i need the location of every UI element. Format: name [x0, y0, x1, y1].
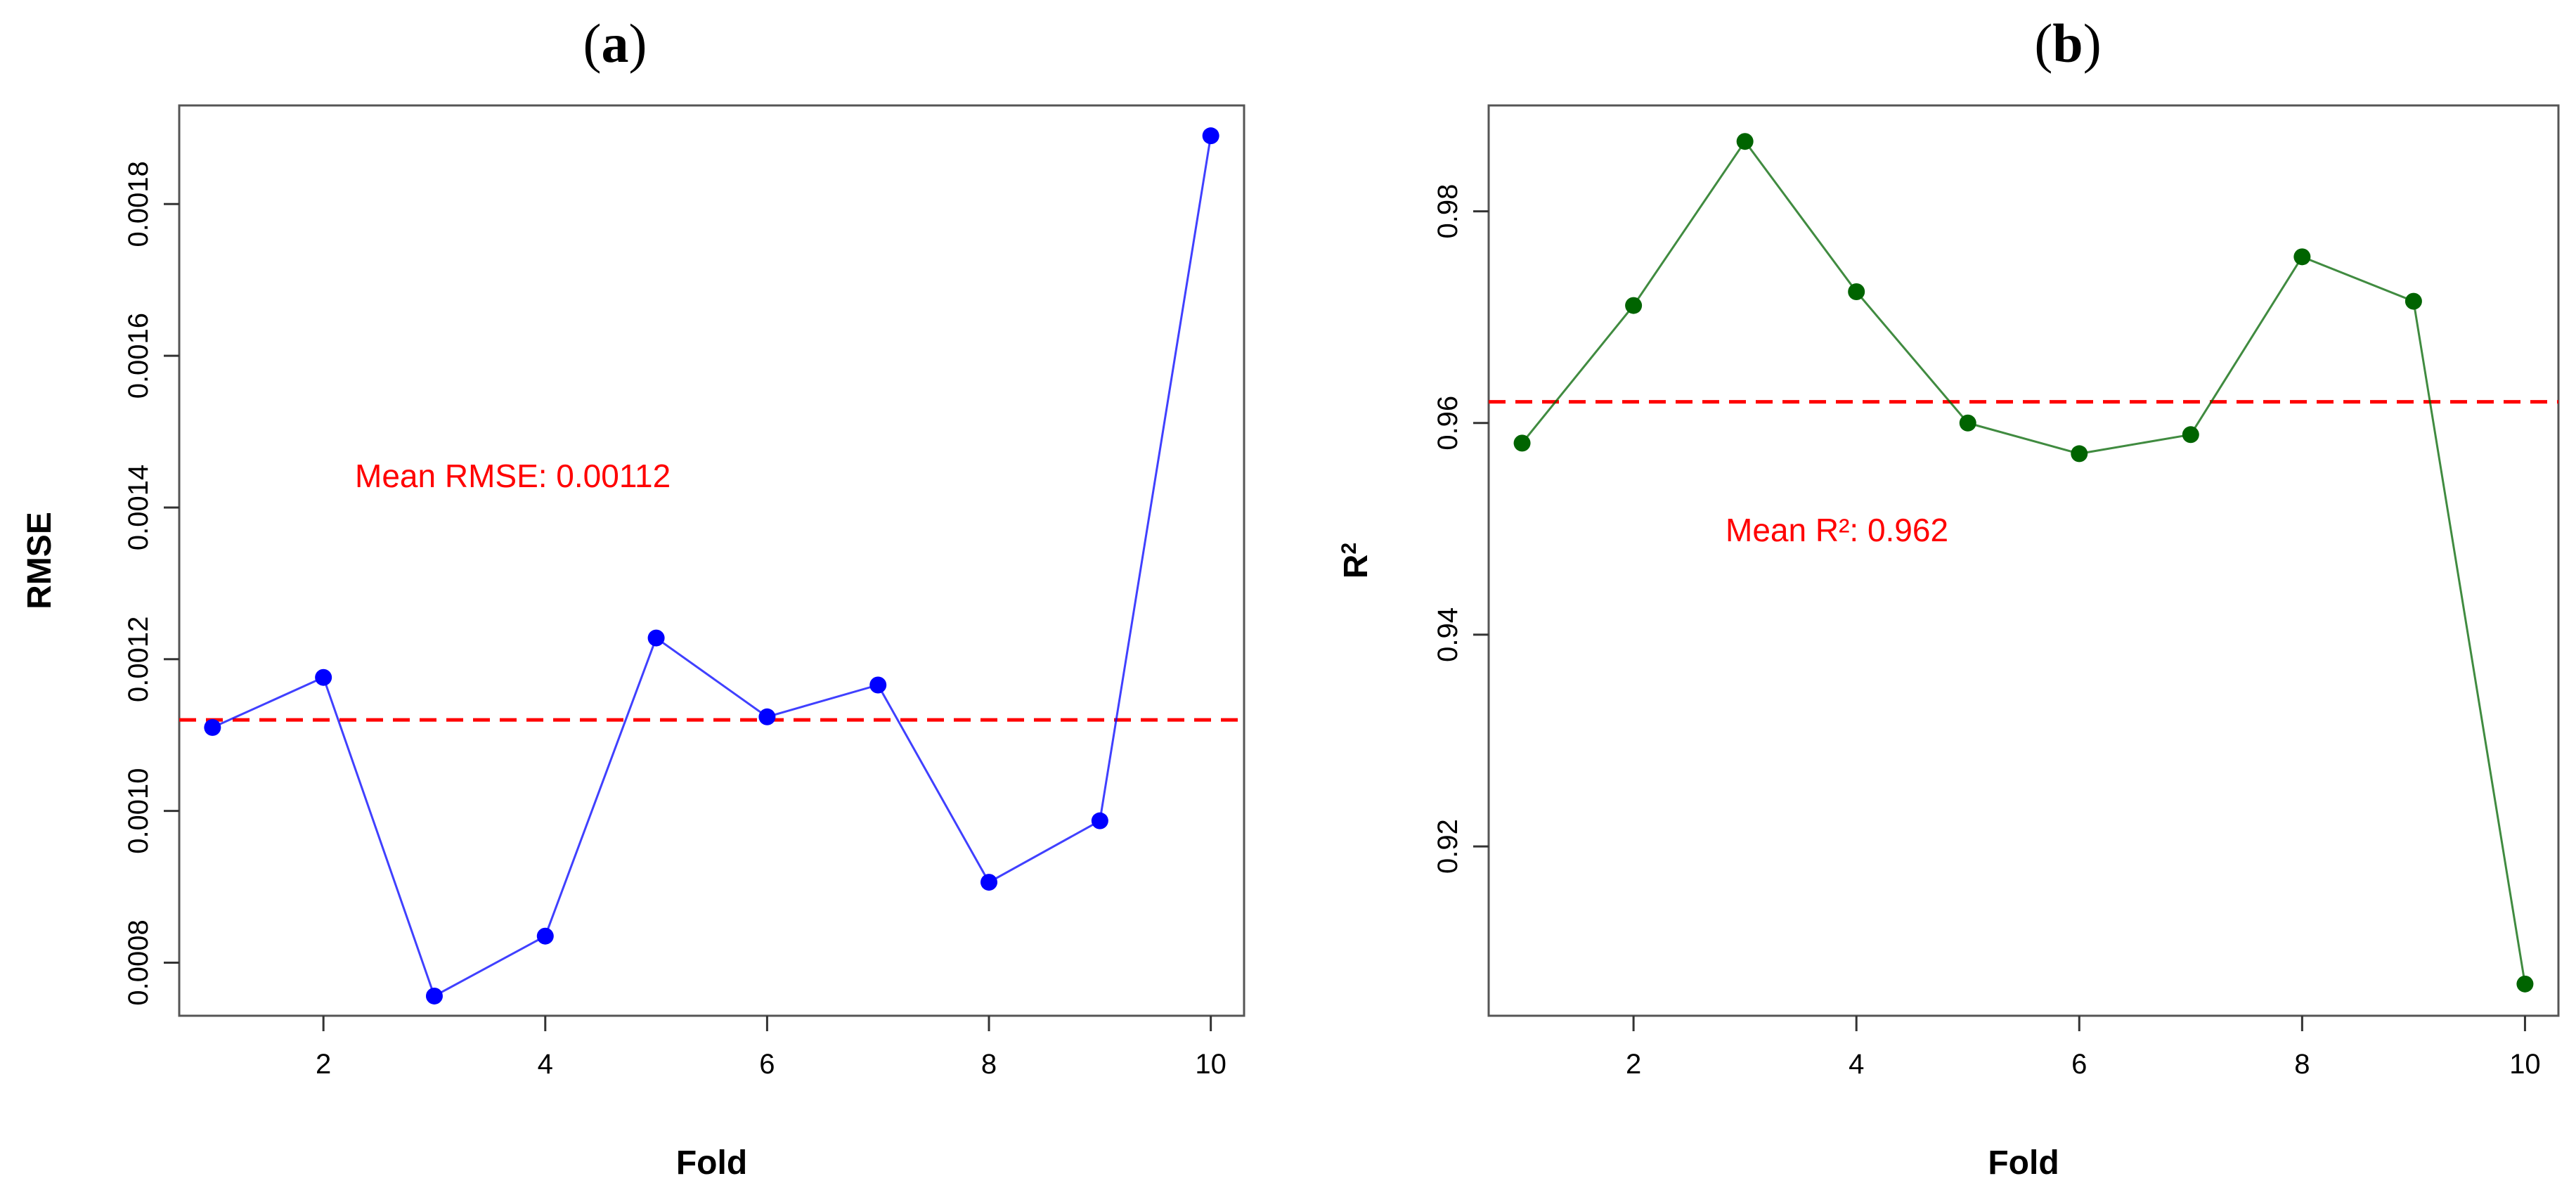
chart-panel-b: (b) 2 4 6 8 10 0.92 0.94 0.96 0.98 Fold R2 Mean R²: … — [1338, 13, 2560, 1182]
y-tick-label: 0.96 — [1432, 396, 1463, 451]
y-tick-label: 0.0016 — [123, 313, 154, 399]
y-axis-title-superscript: 2 — [1338, 543, 1361, 555]
y-tick-label: 0.0008 — [123, 919, 154, 1005]
y-tick-label: 0.0018 — [123, 161, 154, 247]
data-point — [204, 718, 221, 736]
data-point — [315, 668, 332, 686]
series-line — [1521, 139, 2526, 985]
x-axis-title: Fold — [1988, 1144, 2059, 1182]
y-tick-label: 0.0014 — [123, 465, 154, 550]
y-tick-label: 0.94 — [1432, 607, 1463, 662]
plot-frame — [1487, 104, 2560, 1017]
data-point — [2071, 445, 2088, 463]
chart-panel-a: (a) 2 4 6 8 10 0.0008 0.0010 0.0012 0.0014 0.0016 0… — [21, 13, 1245, 1182]
x-tick-label: 6 — [2071, 1049, 2087, 1080]
data-point — [536, 927, 554, 945]
y-axis-title: R2 — [1338, 543, 1376, 579]
data-point — [425, 987, 443, 1005]
x-tick-label: 10 — [1195, 1049, 1226, 1080]
data-point — [1202, 127, 1219, 145]
plot-frame — [178, 104, 1245, 1017]
data-point — [1091, 812, 1108, 829]
panel-letter: b — [2052, 13, 2083, 74]
x-tick-label: 8 — [981, 1049, 997, 1080]
panel-label: (a) — [583, 13, 647, 74]
y-tick-label: 0.98 — [1432, 184, 1463, 239]
mean-annotation: Mean RMSE: 0.00112 — [355, 458, 671, 494]
x-axis-title: Fold — [676, 1144, 747, 1182]
x-tick-label: 6 — [759, 1049, 775, 1080]
data-point — [980, 874, 998, 891]
data-point — [2182, 426, 2199, 444]
y-tick-label: 0.0012 — [123, 616, 154, 702]
data-point — [2516, 975, 2534, 993]
data-point — [1848, 283, 1865, 301]
data-point — [2293, 248, 2311, 266]
mean-annotation: Mean R²: 0.962 — [1726, 512, 1948, 548]
x-tick-label: 2 — [316, 1049, 331, 1080]
data-point — [758, 708, 776, 725]
data-point — [647, 629, 665, 647]
data-point — [1625, 297, 1643, 314]
data-point — [1959, 414, 1976, 432]
data-point — [1513, 434, 1531, 452]
x-tick-label: 4 — [1849, 1049, 1864, 1080]
series-line — [212, 135, 1212, 998]
x-tick-label: 4 — [538, 1049, 553, 1080]
panel-letter: a — [602, 13, 629, 74]
data-point — [869, 676, 887, 694]
data-point — [1736, 133, 1754, 150]
x-tick-label: 10 — [2509, 1049, 2541, 1080]
panel-label: (b) — [2034, 13, 2101, 74]
y-tick-label: 0.92 — [1432, 819, 1463, 874]
data-point — [2405, 292, 2422, 310]
x-tick-label: 2 — [1626, 1049, 1641, 1080]
y-tick-label: 0.0010 — [123, 768, 154, 853]
y-axis-title: RMSE — [21, 512, 58, 609]
x-tick-label: 8 — [2294, 1049, 2310, 1080]
